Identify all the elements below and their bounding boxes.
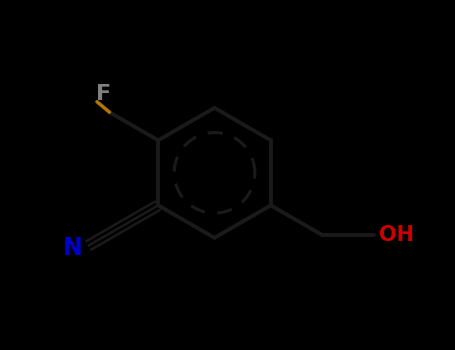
- Text: N: N: [63, 236, 82, 260]
- Text: F: F: [96, 84, 111, 104]
- Text: OH: OH: [379, 225, 414, 245]
